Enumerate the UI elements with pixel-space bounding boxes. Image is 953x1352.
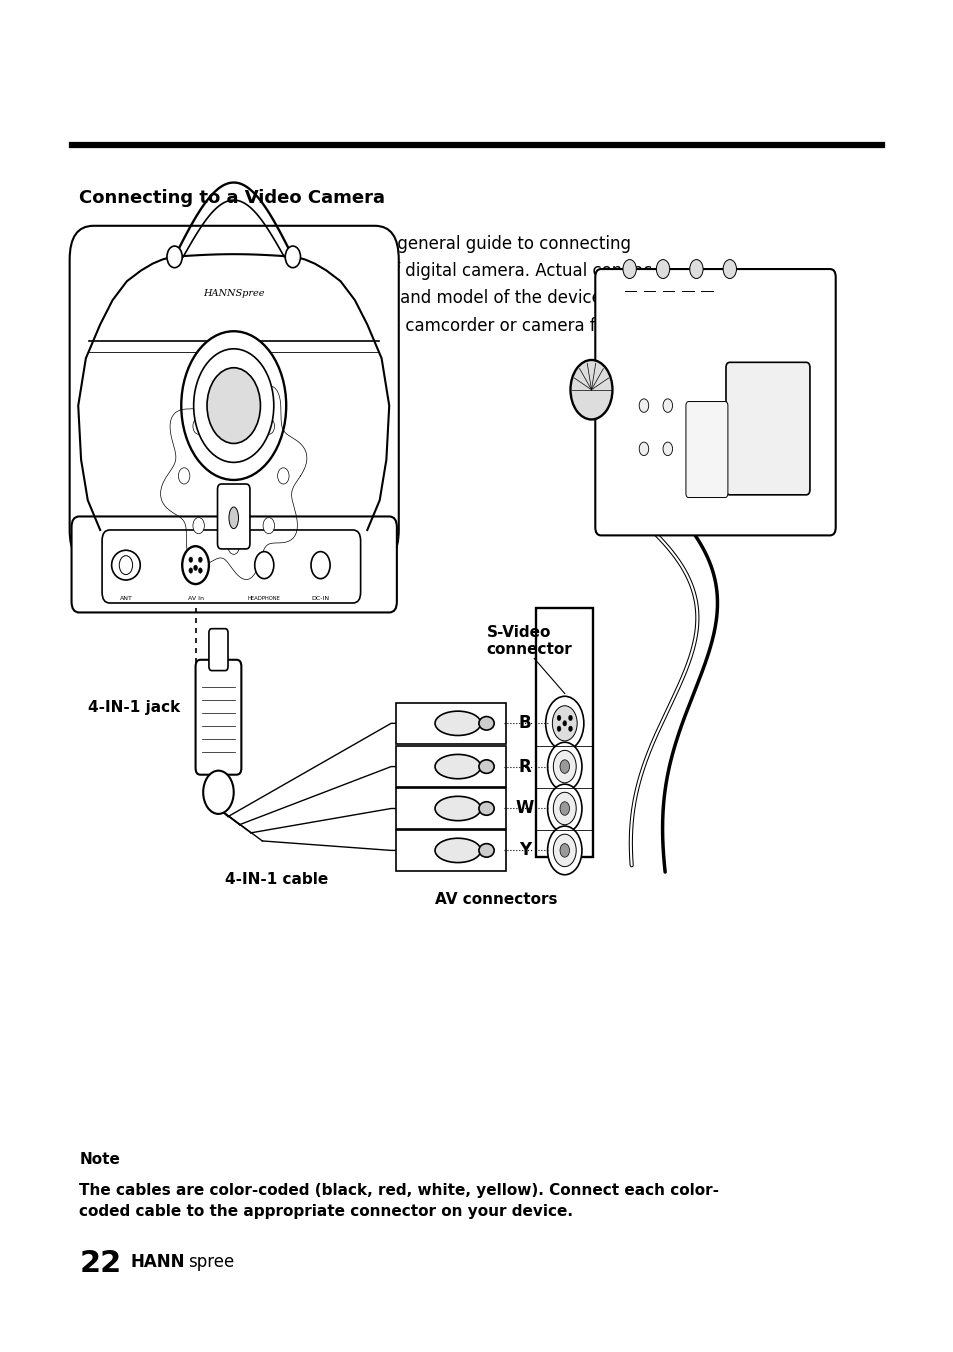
FancyBboxPatch shape (685, 402, 727, 498)
Text: Y: Y (518, 841, 530, 860)
Text: HEADPHONE: HEADPHONE (248, 596, 280, 602)
Ellipse shape (478, 844, 494, 857)
Text: R: R (517, 757, 531, 776)
Circle shape (553, 792, 576, 825)
Circle shape (193, 349, 274, 462)
FancyBboxPatch shape (725, 362, 809, 495)
Circle shape (119, 556, 132, 575)
Ellipse shape (435, 754, 480, 779)
Ellipse shape (112, 550, 140, 580)
Circle shape (263, 418, 274, 434)
Circle shape (182, 546, 209, 584)
Circle shape (568, 715, 572, 721)
Ellipse shape (435, 711, 480, 735)
FancyBboxPatch shape (395, 746, 505, 787)
Circle shape (228, 397, 239, 414)
Circle shape (178, 468, 190, 484)
Circle shape (722, 260, 736, 279)
FancyBboxPatch shape (595, 269, 835, 535)
FancyBboxPatch shape (217, 484, 250, 549)
Circle shape (639, 399, 648, 412)
FancyBboxPatch shape (195, 660, 241, 775)
Circle shape (228, 538, 239, 554)
FancyBboxPatch shape (395, 830, 505, 871)
Text: DC-IN: DC-IN (312, 596, 329, 602)
Text: 4-IN-1 cable: 4-IN-1 cable (225, 872, 328, 887)
Circle shape (570, 360, 612, 419)
FancyBboxPatch shape (209, 629, 228, 671)
Circle shape (553, 834, 576, 867)
Circle shape (557, 715, 560, 721)
Ellipse shape (229, 507, 238, 529)
Polygon shape (355, 338, 388, 527)
Ellipse shape (435, 838, 480, 863)
Text: Connecting to a Video Camera: Connecting to a Video Camera (79, 189, 385, 207)
Circle shape (285, 246, 300, 268)
Text: W: W (515, 799, 534, 818)
Circle shape (198, 568, 202, 573)
Text: B: B (517, 714, 531, 733)
Text: HANN: HANN (131, 1253, 185, 1271)
FancyBboxPatch shape (102, 530, 360, 603)
FancyBboxPatch shape (71, 516, 396, 612)
Circle shape (193, 518, 204, 534)
Circle shape (311, 552, 330, 579)
FancyBboxPatch shape (395, 788, 505, 829)
Circle shape (263, 518, 274, 534)
Text: HANNSpree: HANNSpree (203, 289, 264, 297)
Text: S-Video
connector: S-Video connector (486, 625, 572, 657)
Ellipse shape (478, 760, 494, 773)
Circle shape (559, 844, 569, 857)
Text: AV In: AV In (188, 596, 203, 602)
Circle shape (193, 565, 197, 571)
Circle shape (189, 568, 193, 573)
Circle shape (568, 726, 572, 731)
Circle shape (622, 260, 636, 279)
Ellipse shape (478, 717, 494, 730)
Circle shape (254, 552, 274, 579)
Circle shape (559, 802, 569, 815)
Ellipse shape (478, 802, 494, 815)
Circle shape (553, 750, 576, 783)
Circle shape (689, 260, 702, 279)
Circle shape (545, 696, 583, 750)
Circle shape (198, 557, 202, 562)
Text: 4-IN-1 jack: 4-IN-1 jack (88, 700, 180, 715)
Circle shape (547, 784, 581, 833)
Circle shape (547, 742, 581, 791)
Text: 22: 22 (79, 1249, 121, 1278)
Circle shape (562, 721, 566, 726)
Circle shape (639, 442, 648, 456)
Circle shape (277, 468, 289, 484)
Circle shape (557, 726, 560, 731)
Circle shape (207, 368, 260, 443)
Circle shape (559, 760, 569, 773)
Circle shape (662, 399, 672, 412)
Text: ANT: ANT (119, 596, 132, 602)
Circle shape (189, 557, 193, 562)
Circle shape (167, 246, 182, 268)
Text: AV connectors: AV connectors (435, 892, 557, 907)
Circle shape (547, 826, 581, 875)
FancyBboxPatch shape (70, 226, 398, 564)
Text: The cables are color-coded (black, red, white, yellow). Connect each color-
code: The cables are color-coded (black, red, … (79, 1183, 719, 1220)
Circle shape (181, 331, 286, 480)
Text: Note: Note (79, 1152, 120, 1167)
Circle shape (193, 418, 204, 434)
Circle shape (552, 706, 577, 741)
FancyBboxPatch shape (536, 608, 593, 857)
Text: The instructions presented here are a general guide to connecting
the TV to a ca: The instructions presented here are a ge… (79, 235, 660, 361)
Polygon shape (79, 338, 112, 527)
Circle shape (662, 442, 672, 456)
Circle shape (656, 260, 669, 279)
Circle shape (203, 771, 233, 814)
FancyBboxPatch shape (395, 703, 505, 744)
Ellipse shape (435, 796, 480, 821)
Text: spree: spree (188, 1253, 233, 1271)
